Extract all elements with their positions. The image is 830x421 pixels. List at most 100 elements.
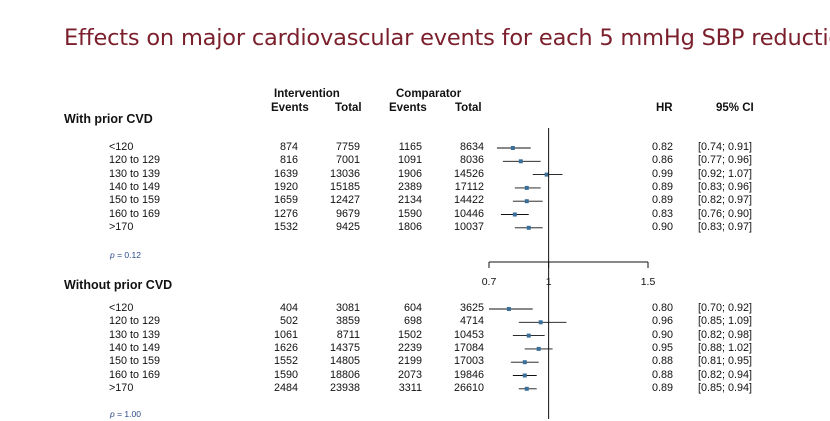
cell-int-events: 1276 xyxy=(273,207,298,220)
cell-int-total: 12427 xyxy=(329,194,360,207)
cell-hr: 0.99 xyxy=(652,167,674,180)
group-label-with-cvd: With prior CVD xyxy=(64,112,153,126)
hr-marker xyxy=(522,373,527,378)
cell-comp-events: 1091 xyxy=(397,154,422,167)
cell-hr: 0.90 xyxy=(652,328,674,341)
cell-ci: [0.85; 1.09] xyxy=(698,315,753,328)
cell-comp-events: 604 xyxy=(403,302,422,314)
ci-header: 95% CI xyxy=(716,102,754,114)
cell-comp-events: 1165 xyxy=(398,141,422,153)
cell-category: 130 to 139 xyxy=(109,328,161,341)
p-value-text: = 0.12 xyxy=(117,250,141,260)
cell-int-total: 14375 xyxy=(329,341,360,354)
cell-comp-events: 2239 xyxy=(397,341,422,354)
cell-comp-events: 1590 xyxy=(397,207,422,220)
cell-int-events: 1532 xyxy=(273,220,298,233)
cell-category: 140 to 149 xyxy=(109,341,161,354)
cell-ci: [0.76; 0.90] xyxy=(698,207,753,220)
cell-category: 140 to 149 xyxy=(109,180,161,193)
hr-marker xyxy=(536,346,541,351)
page-title: Effects on major cardiovascular events f… xyxy=(64,25,830,51)
hr-marker xyxy=(524,185,529,190)
cell-comp-total: 26610 xyxy=(453,381,484,394)
cell-comp-total: 19846 xyxy=(453,368,484,381)
hr-marker xyxy=(526,225,531,230)
cell-hr: 0.80 xyxy=(652,302,674,314)
cell-comp-events: 1502 xyxy=(397,328,422,341)
cell-ci: [0.82; 0.98] xyxy=(698,328,753,341)
cell-int-events: 816 xyxy=(279,154,298,167)
hr-header: HR xyxy=(656,102,673,114)
intervention-total-header: Total xyxy=(335,102,362,114)
cell-category: 160 to 169 xyxy=(109,207,161,220)
cell-int-total: 18806 xyxy=(329,368,360,381)
hr-marker xyxy=(522,360,527,365)
cell-ci: [0.83; 0.97] xyxy=(698,220,753,233)
hr-marker xyxy=(510,146,515,150)
hr-marker xyxy=(544,172,549,177)
hr-marker xyxy=(518,159,523,164)
cell-int-total: 9425 xyxy=(335,220,360,233)
cell-ci: [0.81; 0.95] xyxy=(698,355,753,368)
cell-int-events: 1552 xyxy=(273,355,298,368)
cell-int-events: 1061 xyxy=(273,328,298,341)
cell-ci: [0.82; 0.97] xyxy=(698,194,753,207)
intervention-header: Intervention xyxy=(274,88,340,100)
hr-marker xyxy=(538,320,543,325)
cell-int-events: 1920 xyxy=(273,180,298,193)
x-tick-label: 1 xyxy=(546,276,552,288)
hr-marker xyxy=(526,333,531,338)
x-tick-label: 0.7 xyxy=(482,276,497,288)
cell-int-total: 23938 xyxy=(329,381,360,394)
cell-int-events: 404 xyxy=(279,302,298,314)
cell-comp-events: 2073 xyxy=(397,368,422,381)
hr-marker xyxy=(512,212,517,217)
cell-ci: [0.83; 0.96] xyxy=(698,180,753,193)
cell-comp-total: 14422 xyxy=(453,194,484,207)
intervention-events-header: Events xyxy=(271,102,309,114)
cell-int-events: 874 xyxy=(279,141,298,153)
p-symbol: p xyxy=(110,250,115,260)
cell-category: 120 to 129 xyxy=(109,154,161,167)
cell-hr: 0.86 xyxy=(652,154,674,167)
cell-hr: 0.89 xyxy=(652,194,674,207)
cell-comp-events: 2199 xyxy=(397,355,422,368)
cell-int-total: 3859 xyxy=(335,315,360,328)
cell-comp-events: 698 xyxy=(403,315,422,328)
cell-hr: 0.89 xyxy=(652,180,674,193)
p-value-without-cvd: p = 1.00 xyxy=(110,409,141,419)
cell-int-total: 13036 xyxy=(329,167,360,180)
cell-comp-total: 10453 xyxy=(453,328,484,341)
cell-hr: 0.88 xyxy=(652,355,674,368)
cell-category: 150 to 159 xyxy=(109,194,161,207)
cell-int-total: 7001 xyxy=(335,154,360,167)
cell-int-events: 2484 xyxy=(273,381,298,394)
cell-category: 120 to 129 xyxy=(109,315,161,328)
p-value-with-cvd: p = 0.12 xyxy=(110,250,141,260)
cell-int-total: 8711 xyxy=(336,328,360,341)
cell-ci: [0.92; 1.07] xyxy=(698,167,753,180)
comparator-events-header: Events xyxy=(389,102,427,114)
cell-comp-total: 17003 xyxy=(453,355,484,368)
cell-int-events: 502 xyxy=(279,315,298,328)
cell-ci: [0.88; 1.02] xyxy=(698,341,753,354)
cell-comp-events: 2389 xyxy=(397,180,422,193)
cell-category: 130 to 139 xyxy=(109,167,161,180)
cell-category: 150 to 159 xyxy=(109,355,161,368)
hr-marker xyxy=(524,199,529,204)
comparator-total-header: Total xyxy=(455,102,482,114)
cell-int-total: 7759 xyxy=(335,141,360,153)
group-label-without-cvd: Without prior CVD xyxy=(64,278,173,292)
cell-hr: 0.95 xyxy=(652,341,674,354)
cell-category: >170 xyxy=(109,220,134,233)
cell-hr: 0.90 xyxy=(652,220,674,233)
cell-hr: 0.89 xyxy=(652,381,674,394)
cell-int-total: 9679 xyxy=(335,207,360,220)
cell-category: <120 xyxy=(109,302,134,314)
cell-comp-events: 2134 xyxy=(397,194,422,207)
cell-comp-events: 1806 xyxy=(397,220,422,233)
cell-hr: 0.82 xyxy=(652,141,674,153)
cell-ci: [0.77; 0.96] xyxy=(698,154,753,167)
cell-ci: [0.82; 0.94] xyxy=(698,368,753,381)
